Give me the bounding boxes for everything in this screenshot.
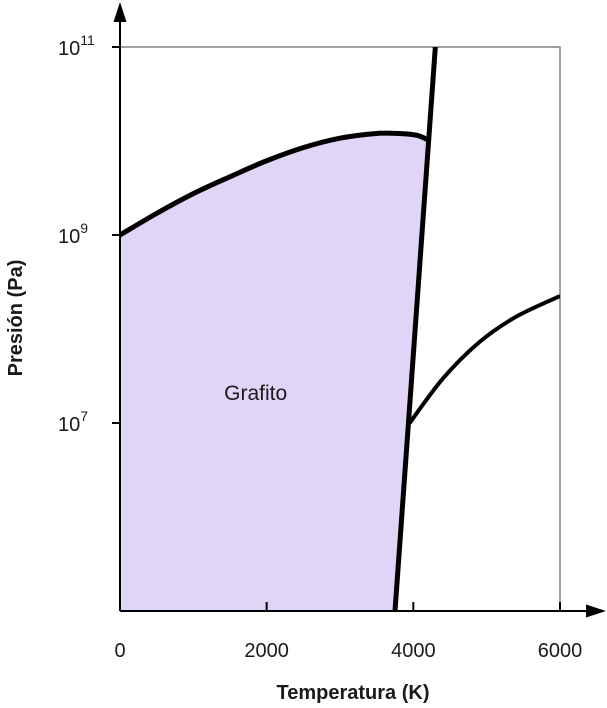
y-tick-label: 1011	[58, 32, 95, 60]
y-ticks: 107 109 1011	[58, 32, 120, 436]
x-axis-title: Temperatura (K)	[277, 682, 430, 704]
lower-right-boundary-curve	[408, 294, 560, 425]
graphite-upper-boundary-curve	[120, 130, 432, 238]
y-axis	[113, 2, 127, 611]
region-label-grafito: Grafito	[224, 382, 287, 405]
x-axis	[120, 604, 606, 618]
y-axis-title: Presión (Pa)	[5, 260, 27, 377]
graphite-region	[120, 133, 431, 611]
y-axis-arrow-icon	[113, 2, 127, 22]
y-tick-label: 109	[58, 220, 88, 248]
melting-line-curve	[392, 47, 438, 611]
plot-frame	[120, 46, 561, 611]
x-tick-label: 0	[114, 640, 125, 662]
x-tick-label: 6000	[538, 640, 583, 662]
x-ticks: 0 2000 4000 6000	[114, 602, 582, 662]
x-tick-label: 2000	[244, 640, 289, 662]
y-tick-label: 107	[58, 408, 88, 436]
x-axis-arrow-icon	[586, 604, 606, 618]
x-tick-label: 4000	[391, 640, 436, 662]
